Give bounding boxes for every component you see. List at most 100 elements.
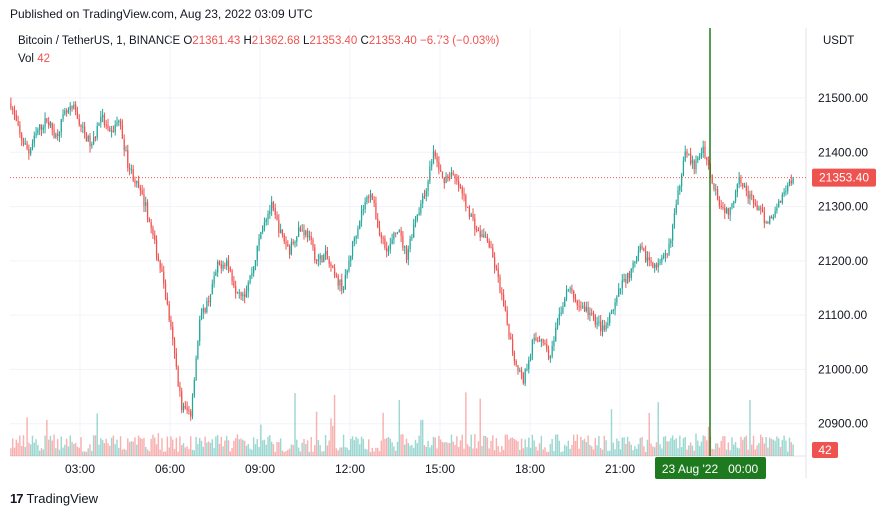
- candle-body: [195, 358, 197, 381]
- candle-body: [209, 294, 212, 302]
- candle-body: [40, 124, 43, 130]
- volume-bar: [389, 438, 392, 456]
- volume-bar: [19, 435, 21, 456]
- candle-body: [245, 291, 248, 297]
- candle-body: [324, 250, 327, 255]
- candle-body: [21, 134, 23, 141]
- volume-bar: [414, 439, 417, 456]
- volume-bar: [296, 439, 298, 456]
- volume-bar: [53, 434, 55, 456]
- volume-bar: [439, 439, 442, 456]
- volume-bar: [398, 400, 401, 456]
- candle-body: [508, 324, 510, 338]
- candle-body: [333, 268, 336, 276]
- candle-body: [398, 230, 400, 233]
- candle-body: [132, 169, 134, 181]
- candle-body: [368, 196, 370, 198]
- candle-body: [693, 160, 695, 170]
- candle-body: [465, 195, 467, 207]
- candle-body: [533, 337, 535, 340]
- volume-bar: [330, 418, 332, 456]
- candle-body: [655, 264, 658, 268]
- candle-body: [60, 119, 62, 132]
- candle-body: [188, 410, 190, 412]
- volume-bar: [225, 435, 228, 456]
- last-volume-badge: 42: [812, 442, 838, 458]
- volume-bar: [632, 450, 634, 456]
- volume-bar: [756, 445, 758, 456]
- volume-bar: [733, 444, 735, 456]
- candle-body: [204, 308, 206, 313]
- candle-body: [652, 262, 654, 268]
- candle-body: [632, 262, 634, 270]
- volume-bar: [749, 399, 751, 456]
- volume-bar: [781, 440, 784, 456]
- candle-body: [46, 118, 48, 122]
- candle-body: [80, 124, 82, 127]
- volume-bar: [641, 436, 643, 456]
- candle-body: [666, 253, 668, 255]
- candle-body: [301, 230, 303, 232]
- candle-body: [520, 370, 523, 374]
- volume-bar: [659, 444, 661, 456]
- candle-body: [91, 144, 93, 147]
- volume-bar: [571, 444, 573, 456]
- volume-bar: [474, 434, 476, 456]
- candle-body: [463, 193, 465, 196]
- time-tick-label: 21:00: [605, 462, 635, 476]
- volume-bar: [360, 436, 363, 456]
- volume-bar: [689, 442, 692, 456]
- price-tick-label: 21400.00: [818, 145, 868, 159]
- candle-body: [596, 322, 598, 325]
- volume-bar: [409, 445, 411, 456]
- candle-body: [438, 162, 440, 170]
- volume-bar: [556, 434, 559, 456]
- candle-body: [537, 340, 539, 342]
- candle-body: [35, 133, 37, 136]
- volume-bar: [418, 435, 420, 456]
- candle-body: [618, 288, 620, 297]
- candle-body: [682, 160, 685, 176]
- candle-body: [749, 194, 751, 199]
- candle-body: [765, 222, 767, 224]
- volume-bar: [650, 443, 652, 456]
- candle-body: [479, 231, 481, 238]
- volume-bar: [776, 436, 778, 456]
- candle-body: [670, 240, 672, 244]
- volume-bar: [508, 439, 510, 456]
- volume-bar: [114, 444, 116, 456]
- volume-bar: [56, 439, 59, 456]
- candle-body: [641, 246, 643, 248]
- volume-bar: [506, 434, 508, 456]
- price-tick-label: 21500.00: [818, 91, 868, 105]
- candle-body: [33, 135, 35, 144]
- volume-bar: [306, 440, 309, 456]
- candle-body: [432, 151, 435, 164]
- candle-body: [114, 124, 116, 133]
- candles: [10, 97, 794, 421]
- volume-bar: [155, 444, 158, 456]
- candle-body: [83, 126, 86, 133]
- volume-bar: [24, 447, 27, 456]
- candle-body: [202, 308, 204, 313]
- candle-body: [601, 325, 604, 332]
- candle-body: [197, 340, 199, 359]
- candle-body: [654, 264, 656, 268]
- candle-body: [519, 370, 521, 372]
- volume-bar: [218, 443, 221, 456]
- tradingview-brand[interactable]: 17 TradingView: [10, 491, 98, 506]
- volume-bar: [49, 435, 52, 456]
- volume-bar: [382, 412, 384, 456]
- candle-body: [256, 245, 258, 261]
- volume-bar: [362, 438, 365, 456]
- candle-body: [663, 255, 665, 258]
- candle-body: [580, 306, 582, 308]
- close-value: 21353.40: [368, 35, 417, 47]
- volume-bar: [589, 444, 591, 456]
- volume-bar: [465, 392, 467, 456]
- candle-body: [447, 176, 449, 178]
- candle-body: [529, 354, 532, 361]
- candle-body: [456, 178, 458, 181]
- candle-body: [576, 301, 578, 306]
